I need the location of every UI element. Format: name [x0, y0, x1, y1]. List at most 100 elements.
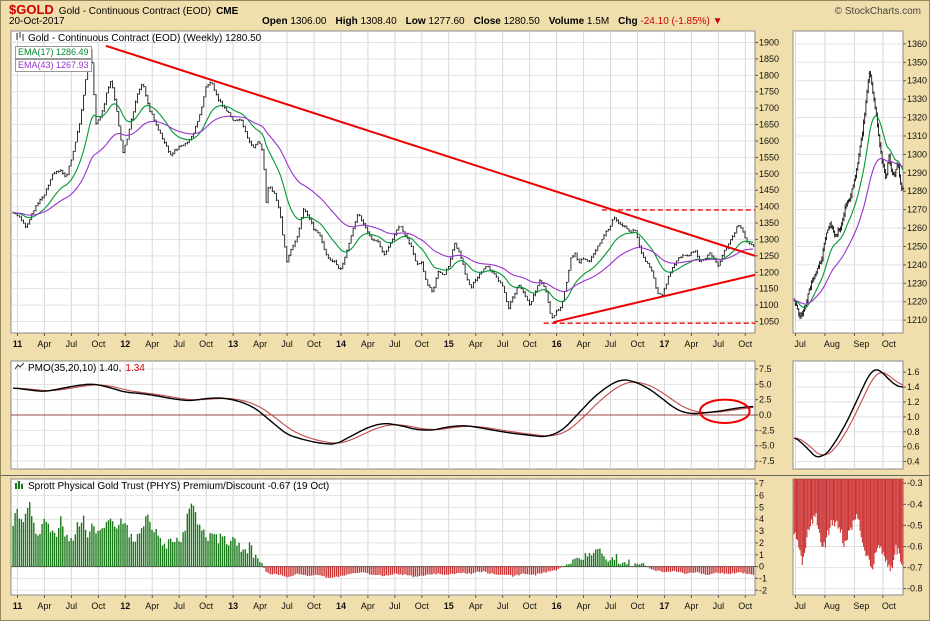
svg-text:Oct: Oct [738, 601, 753, 611]
phys_premium-axis-labels: 7 65 4 3 2 1 0-1 -2 11 Apr Jul Oct 12 Apr Jul Oct 13 Apr J… [13, 479, 767, 611]
svg-text:Oct: Oct [91, 339, 106, 349]
svg-text:1850: 1850 [759, 54, 779, 64]
phys-legend-label: Sprott Physical Gold Trust (PHYS) Premiu… [28, 480, 330, 492]
main-chart-title: Gold - Continuous Contract (EOD) (Weekly… [28, 32, 262, 44]
ticker-symbol: $GOLD [9, 2, 54, 17]
pmo-axis-labels: 7.5 5.0 2.5 0.0 -2.5 -5.0 -7.5 [755, 364, 775, 466]
svg-text:Apr: Apr [469, 339, 483, 349]
svg-text:1350: 1350 [759, 218, 779, 228]
phys_premium-histogram-bars [12, 502, 754, 578]
svg-text:Jul: Jul [713, 601, 725, 611]
svg-text:1270: 1270 [907, 205, 927, 215]
main-price-chart: 1900 1850 1800 1750 1700 1650 1600 1550 1500 1450… [10, 30, 779, 349]
svg-text:Jul: Jul [281, 339, 293, 349]
svg-text:Jul: Jul [794, 601, 806, 611]
quote-value: 1306.00 [287, 16, 327, 27]
svg-text:Jul: Jul [389, 601, 401, 611]
svg-text:Apr: Apr [145, 339, 159, 349]
zoom-pmo-panel: 1.6 1.4 1.2 1.0 0.8 0.6 0.4 [792, 360, 920, 470]
svg-text:Oct: Oct [415, 339, 430, 349]
svg-text:0.0: 0.0 [759, 410, 772, 420]
svg-text:1230: 1230 [907, 278, 927, 288]
svg-text:Jul: Jul [281, 601, 293, 611]
gold_daily_zoom-ema43-line [794, 157, 904, 305]
svg-text:Jul: Jul [66, 601, 78, 611]
gold_weekly-axis-labels: 1900 1850 1800 1750 1700 1650 1600 1550 1500 1450… [13, 37, 779, 349]
svg-text:-0.4: -0.4 [907, 499, 923, 509]
svg-text:6: 6 [759, 491, 764, 501]
zoom-price-chart: 1360 1350 1340 1330 1320 1310 1300 1290 1280 1270… [792, 30, 927, 349]
svg-text:1260: 1260 [907, 223, 927, 233]
quote-label: Low [405, 16, 426, 27]
svg-text:11: 11 [13, 339, 23, 349]
svg-text:-0.6: -0.6 [907, 541, 923, 551]
svg-text:Aug: Aug [824, 601, 840, 611]
svg-text:-0.8: -0.8 [907, 584, 923, 594]
svg-text:1240: 1240 [907, 260, 927, 270]
chart-header-row1: $GOLD Gold - Continuous Contract (EOD) C… [9, 2, 921, 17]
svg-text:1.2: 1.2 [907, 397, 920, 407]
svg-text:1340: 1340 [907, 76, 927, 86]
svg-text:Apr: Apr [145, 601, 159, 611]
svg-text:Jul: Jul [173, 339, 185, 349]
svg-text:Aug: Aug [824, 339, 840, 349]
svg-text:Jul: Jul [497, 601, 509, 611]
quote-label: Close [473, 16, 501, 27]
main-chart-legend: Gold - Continuous Contract (EOD) (Weekly… [15, 32, 261, 44]
gold_daily_zoom-price-bars [793, 70, 905, 320]
svg-text:1.0: 1.0 [907, 412, 920, 422]
svg-text:Apr: Apr [469, 601, 483, 611]
pmo-legend-label: PMO(35,20,10) 1.40, [28, 362, 122, 374]
svg-text:Oct: Oct [523, 601, 538, 611]
svg-text:14: 14 [336, 339, 346, 349]
quote-label: Open [262, 16, 288, 27]
svg-text:Apr: Apr [684, 601, 698, 611]
svg-text:1700: 1700 [759, 103, 779, 113]
svg-text:Oct: Oct [199, 601, 214, 611]
svg-text:Apr: Apr [577, 339, 591, 349]
svg-text:Oct: Oct [523, 339, 538, 349]
svg-text:Oct: Oct [882, 601, 897, 611]
svg-text:1360: 1360 [907, 39, 927, 49]
svg-text:1280: 1280 [907, 186, 927, 196]
quote-value: 1277.60 [425, 16, 465, 27]
instrument-name: Gold - Continuous Contract (EOD) [58, 6, 212, 17]
svg-text:1300: 1300 [759, 234, 779, 244]
svg-text:1650: 1650 [759, 120, 779, 130]
pmo_zoom-line [793, 369, 903, 458]
svg-text:1: 1 [759, 550, 764, 560]
chart-header-row2: 20-Oct-2017 Open 1306.00 High 1308.40 Low … [9, 16, 921, 29]
gold_weekly-annotations [105, 44, 756, 324]
svg-text:1330: 1330 [907, 94, 927, 104]
svg-text:-1: -1 [759, 573, 767, 583]
svg-text:5.0: 5.0 [759, 379, 772, 389]
svg-text:16: 16 [552, 339, 562, 349]
line-chart-icon [14, 362, 25, 374]
svg-text:12: 12 [120, 601, 130, 611]
svg-text:13: 13 [228, 601, 238, 611]
svg-text:Apr: Apr [361, 339, 375, 349]
gold_daily_zoom-axis-labels: 1360 1350 1340 1330 1320 1310 1300 1290 1280 1270… [794, 39, 927, 349]
svg-text:0.4: 0.4 [907, 457, 920, 467]
svg-text:1310: 1310 [907, 131, 927, 141]
svg-text:1250: 1250 [907, 241, 927, 251]
svg-text:Oct: Oct [630, 339, 645, 349]
pmo-line [13, 379, 754, 445]
svg-text:0.8: 0.8 [907, 427, 920, 437]
svg-text:1.6: 1.6 [907, 367, 920, 377]
svg-text:Sep: Sep [853, 601, 869, 611]
svg-text:13: 13 [228, 339, 238, 349]
svg-text:Apr: Apr [37, 601, 51, 611]
svg-text:Jul: Jul [605, 339, 617, 349]
svg-text:Apr: Apr [253, 601, 267, 611]
quote-label: High [335, 16, 358, 27]
svg-text:7.5: 7.5 [759, 364, 772, 374]
svg-text:Jul: Jul [173, 601, 185, 611]
phys_zoom-histogram-bars [793, 479, 904, 572]
svg-text:Jul: Jul [713, 339, 725, 349]
svg-text:1.4: 1.4 [907, 382, 920, 392]
pmo-circle-annotation [699, 398, 751, 424]
ema17-legend: EMA(17) 1286.49 [15, 46, 92, 59]
change-down-arrow-icon: ▼ [709, 16, 723, 27]
svg-text:1290: 1290 [907, 168, 927, 178]
